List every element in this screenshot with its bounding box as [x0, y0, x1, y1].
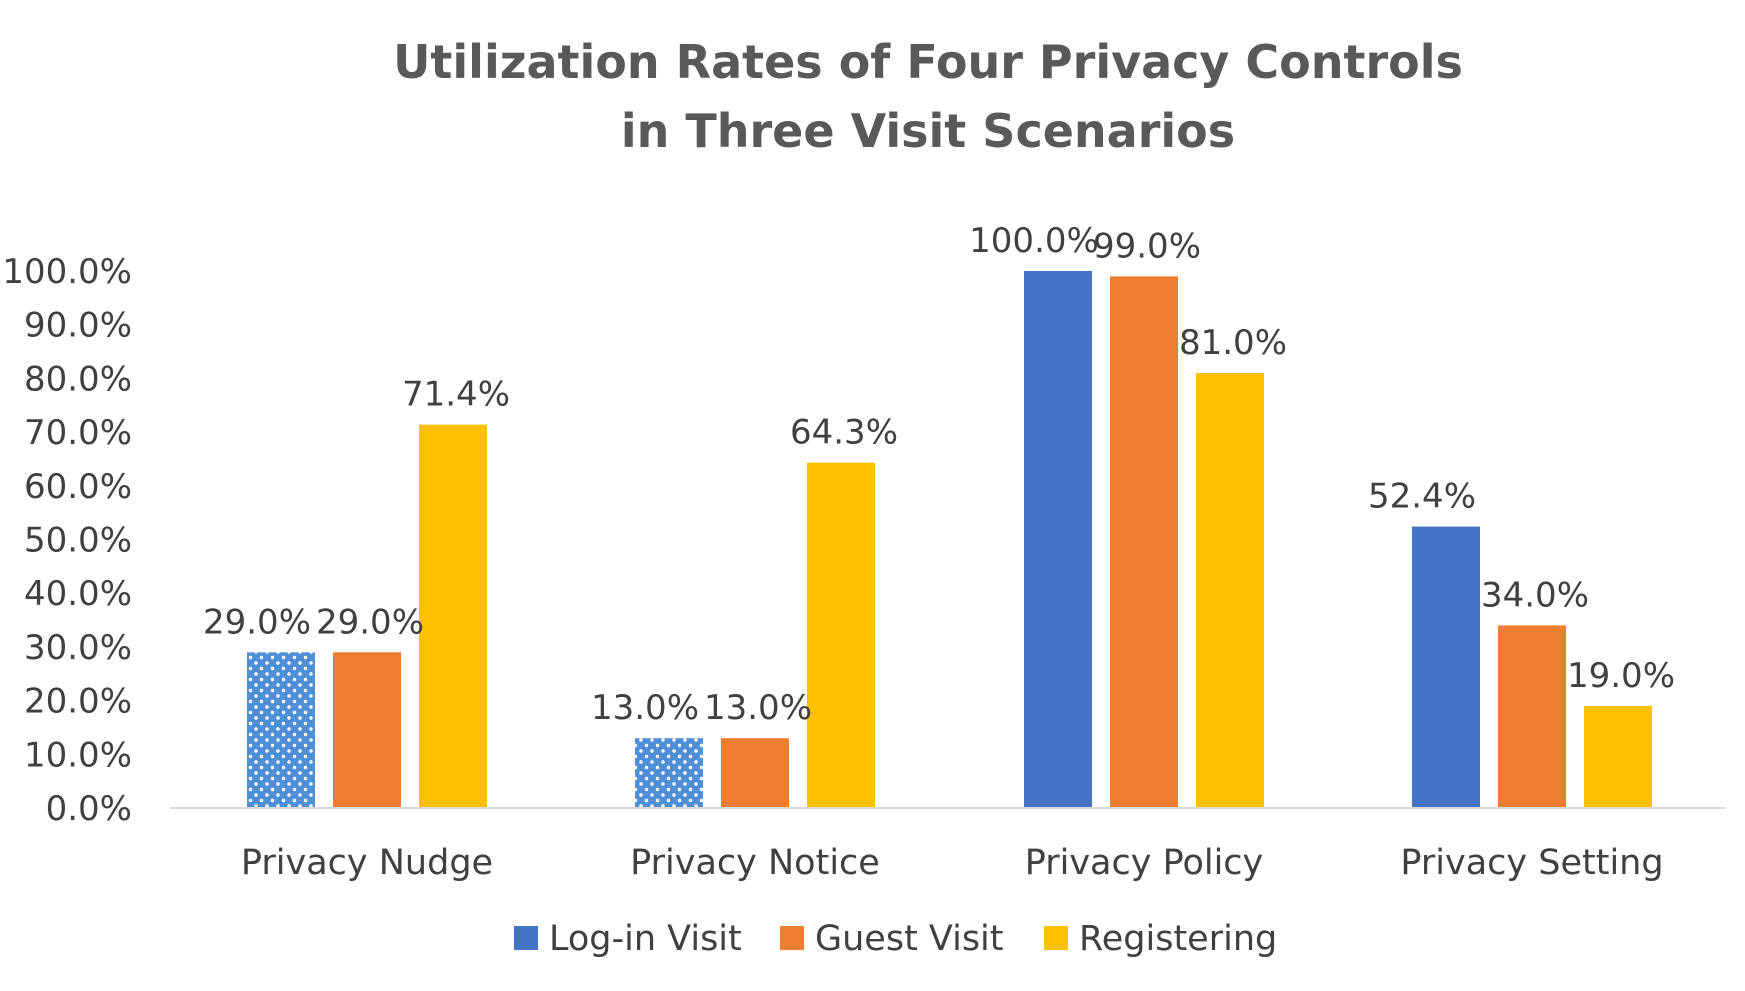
x-category-label: Privacy Policy [1025, 843, 1264, 883]
y-tick-label: 50.0% [24, 521, 132, 561]
data-label: 19.0% [1567, 656, 1675, 696]
bar [1412, 526, 1480, 808]
legend-label: Log-in Visit [549, 919, 742, 959]
x-category-label: Privacy Notice [630, 843, 880, 883]
data-label: 71.4% [402, 375, 510, 415]
data-label: 99.0% [1093, 226, 1201, 266]
y-tick-label: 70.0% [24, 413, 132, 453]
chart-title: Utilization Rates of Four Privacy Contro… [393, 35, 1463, 158]
legend-swatch [514, 926, 538, 950]
bar [247, 652, 315, 808]
legend-label: Guest Visit [815, 919, 1004, 959]
data-label: 34.0% [1481, 575, 1589, 615]
data-label: 29.0% [316, 602, 424, 642]
data-label: 100.0% [969, 221, 1099, 261]
legend: Log-in Visit Guest Visit Registering [514, 919, 1277, 959]
data-label: 64.3% [790, 413, 898, 453]
data-labels: 29.0% 29.0% 71.4% 13.0% 13.0% 64.3% 100.0%99.0… [203, 221, 1675, 728]
bar [1584, 706, 1652, 808]
y-tick-label: 90.0% [24, 306, 132, 346]
chart-title-line: Utilization Rates of Four Privacy Contro… [393, 35, 1463, 89]
bar [1498, 625, 1566, 808]
bar [721, 738, 789, 808]
y-tick-label: 20.0% [24, 682, 132, 722]
bar [1110, 276, 1178, 808]
y-axis-tick-labels: 0.0% 10.0% 20.0% 30.0% 40.0% 50.0% 60.0% 70.0% 8… [2, 252, 132, 829]
bar [807, 462, 875, 808]
y-tick-label: 60.0% [24, 467, 132, 507]
y-tick-label: 30.0% [24, 628, 132, 668]
bars [247, 271, 1652, 808]
y-tick-label: 40.0% [24, 574, 132, 614]
data-label: 13.0% [704, 688, 812, 728]
data-label: 52.4% [1368, 477, 1476, 517]
bar [1196, 373, 1264, 808]
x-category-label: Privacy Nudge [241, 843, 493, 883]
legend-label: Registering [1079, 919, 1277, 959]
y-tick-label: 10.0% [24, 735, 132, 775]
legend-swatch [780, 926, 804, 950]
chart-title-line: in Three Visit Scenarios [621, 104, 1235, 158]
bar [419, 424, 487, 808]
data-label: 29.0% [203, 602, 311, 642]
y-tick-label: 80.0% [24, 359, 132, 399]
bar [1024, 271, 1092, 808]
data-label: 13.0% [591, 688, 699, 728]
y-tick-label: 0.0% [46, 789, 132, 829]
legend-swatch [1044, 926, 1068, 950]
y-tick-label: 100.0% [2, 252, 132, 292]
x-category-label: Privacy Setting [1400, 843, 1663, 883]
data-label: 81.0% [1179, 323, 1287, 363]
bar [635, 738, 703, 808]
x-axis-category-labels: Privacy Nudge Privacy Notice Privacy Polic… [241, 843, 1664, 883]
bar [333, 652, 401, 808]
